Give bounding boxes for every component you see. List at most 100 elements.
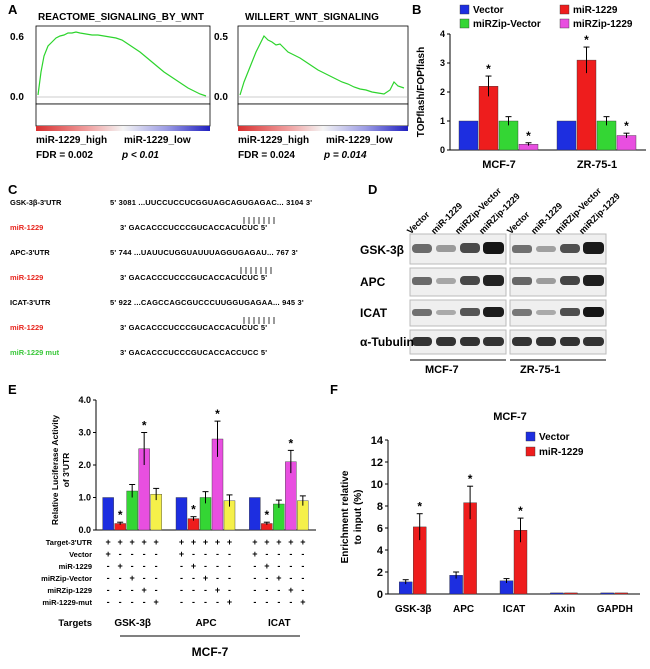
- seq-label-0: GSK-3β-3'UTR: [10, 198, 62, 207]
- gsea-left-high-label: miR-1229_high: [36, 135, 108, 146]
- e-sign-0-0-1: +: [118, 537, 123, 547]
- e-ylabel-2: of 3'UTR: [61, 453, 71, 488]
- e-sign-0-1-3: +: [215, 537, 220, 547]
- e-sign-3-1-4: -: [228, 573, 231, 583]
- e-sign-0-0-2: +: [130, 537, 135, 547]
- e-row-label-5: miR-1229-mut: [42, 598, 92, 607]
- e-sign-2-2-2: -: [277, 561, 280, 571]
- gsea-right-p: p = 0.014: [324, 150, 367, 161]
- star-F-2-1: *: [518, 504, 523, 518]
- b-legend-swatch-1: [559, 4, 570, 15]
- e-sign-2-2-0: -: [253, 561, 256, 571]
- b-yticklabel-0: 0: [440, 145, 445, 155]
- e-sign-0-1-4: +: [227, 537, 232, 547]
- b-ylabel: TOPflash/FOPflash: [416, 47, 427, 137]
- e-sign-3-0-0: -: [107, 573, 110, 583]
- e-sign-1-2-0: +: [252, 549, 257, 559]
- e-row-label-0: Target-3'UTR: [46, 538, 93, 547]
- bar-B-0-0: [458, 120, 479, 151]
- e-sign-4-0-0: -: [107, 585, 110, 595]
- cat-label-F-2: ICAT: [503, 604, 526, 615]
- e-sign-4-2-3: +: [288, 585, 293, 595]
- star-E-0-3: *: [142, 419, 147, 433]
- panel-e-chart: 0.0 1.0 2.0 3.0 4.0 Relative Luciferase Activ…: [41, 395, 316, 659]
- star-B-1-1: *: [584, 33, 589, 47]
- e-sign-2-0-4: -: [155, 561, 158, 571]
- gsea-right-high-label: miR-1229_high: [238, 135, 310, 146]
- cat-label-F-0: GSK-3β: [395, 604, 432, 615]
- e-sign-2-1-4: -: [228, 561, 231, 571]
- f-yticklabel-5: 10: [371, 479, 383, 491]
- e-sign-3-0-2: +: [130, 573, 135, 583]
- gsea-right-fdr: FDR = 0.024: [238, 150, 295, 161]
- e-sign-2-0-2: -: [131, 561, 134, 571]
- gsea-right-ymin: 0.0: [214, 92, 228, 103]
- e-sign-4-1-0: -: [180, 585, 183, 595]
- b-yticklabel-1: 1: [440, 116, 445, 126]
- blot-row-gsk3b: [409, 233, 607, 265]
- blot-row-apc: [409, 267, 607, 297]
- panel-b-chart: 0 1 2 3 4 TOPflash/FOPflash * * MCF-7 * * ZR-75-1 Ve…: [416, 4, 646, 171]
- star-E-1-1: *: [191, 503, 196, 517]
- e-sign-1-2-1: -: [265, 549, 268, 559]
- f-yticklabel-3: 6: [377, 523, 383, 535]
- f-legend-swatch-1: [525, 446, 536, 457]
- e-sign-4-2-1: -: [265, 585, 268, 595]
- e-sign-4-1-2: -: [204, 585, 207, 595]
- e-sign-1-1-3: -: [216, 549, 219, 559]
- b-legend-label-3: miRZip-1229: [573, 19, 633, 30]
- f-legend-label-1: miR-1229: [539, 447, 584, 458]
- e-sign-1-1-0: +: [179, 549, 184, 559]
- e-sign-0-2-3: +: [288, 537, 293, 547]
- e-sign-1-2-4: -: [301, 549, 304, 559]
- e-row-label-4: miRZip-1229: [47, 586, 92, 595]
- panel-letter-b: B: [412, 2, 422, 17]
- e-sign-4-1-1: -: [192, 585, 195, 595]
- cat-label-F-4: GAPDH: [597, 604, 633, 615]
- e-sign-4-1-3: +: [215, 585, 220, 595]
- e-sign-4-2-0: -: [253, 585, 256, 595]
- gsea-left-ymin: 0.0: [10, 92, 24, 103]
- e-sign-4-0-1: -: [119, 585, 122, 595]
- seq-label-4: ICAT-3'UTR: [10, 298, 51, 307]
- blot-protein-label-1: APC: [360, 275, 386, 289]
- e-sign-5-2-2: -: [277, 597, 280, 607]
- e-sign-4-0-4: -: [155, 585, 158, 595]
- e-sign-2-2-3: -: [289, 561, 292, 571]
- e-sign-5-2-0: -: [253, 597, 256, 607]
- e-sign-5-1-1: -: [192, 597, 195, 607]
- gsea-left-title: REACTOME_SIGNALING_BY_WNT: [38, 12, 204, 23]
- panel-f-chart: 0 2 4 6 8 10 12 14 Enrichment relative to input (…: [340, 411, 640, 615]
- seq-text-0: 5' 3081 ...UUCCUCCUCGGUAGCAGUGAGAC... 31…: [110, 198, 313, 207]
- f-ylabel-1: Enrichment relative: [340, 470, 351, 563]
- e-sign-0-2-4: +: [300, 537, 305, 547]
- gsea-left-low-label: miR-1229_low: [124, 135, 191, 146]
- seq-text-5: 3' GACACCCUCCCGUCACCACUCUC 5': [120, 323, 268, 332]
- e-sign-1-0-1: -: [119, 549, 122, 559]
- e-yticklabel-1: 1.0: [78, 493, 91, 503]
- e-yticklabel-0: 0.0: [78, 525, 91, 535]
- e-sign-0-1-1: +: [191, 537, 196, 547]
- panel-c-pairing-lines: [240, 217, 275, 324]
- e-sign-1-2-2: -: [277, 549, 280, 559]
- e-sign-0-1-2: +: [203, 537, 208, 547]
- e-sign-4-1-4: -: [228, 585, 231, 595]
- e-sign-5-0-1: -: [119, 597, 122, 607]
- cat-label-F-3: Axin: [554, 604, 576, 615]
- seq-text-4: 5' 922 ...CAGCCAGCGUCCCUUGGUGAGAA... 945…: [110, 298, 304, 307]
- e-sign-3-2-2: +: [276, 573, 281, 583]
- gsea-left-fdr: FDR = 0.002: [36, 150, 93, 161]
- e-yticklabel-3: 3.0: [78, 428, 91, 438]
- e-sign-5-2-1: -: [265, 597, 268, 607]
- e-sign-0-2-2: +: [276, 537, 281, 547]
- gsea-right-title: WILLERT_WNT_SIGNALING: [245, 12, 379, 23]
- panel-letter-f: F: [330, 382, 338, 397]
- e-sign-2-0-3: -: [143, 561, 146, 571]
- e-sign-1-0-4: -: [155, 549, 158, 559]
- e-sign-3-2-4: -: [301, 573, 304, 583]
- e-sign-4-2-2: -: [277, 585, 280, 595]
- panel-letter-a: A: [8, 2, 18, 17]
- f-legend-swatch-0: [525, 431, 536, 442]
- e-sign-2-0-1: +: [118, 561, 123, 571]
- blot-cell-label-1: ZR-75-1: [520, 364, 561, 376]
